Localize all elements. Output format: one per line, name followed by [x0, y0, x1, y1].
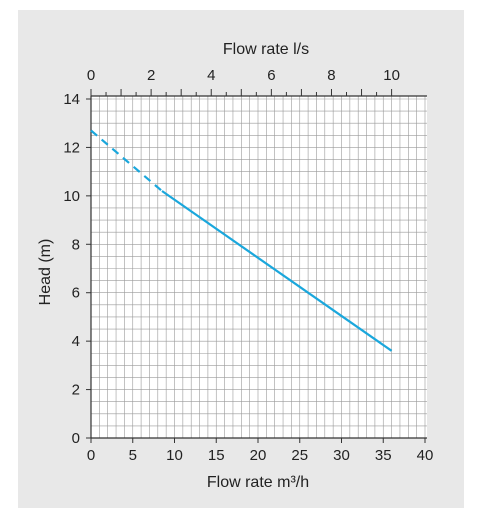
x-tick-label: 40 — [417, 447, 434, 464]
pump-curve-chart: 0 5 10 15 20 25 30 35 40 0 2 4 6 8 10 0 2 4 6 8 10 12 14 Flo… — [37, 41, 434, 491]
top-axis-ticks: 0 2 4 6 8 10 — [87, 67, 400, 96]
x-tick-label: 30 — [333, 447, 350, 464]
y-tick-label: 4 — [72, 333, 80, 350]
x-axis-ticks: 0 5 10 15 20 25 30 35 40 — [87, 438, 434, 464]
x-tick-label: 20 — [250, 447, 267, 464]
top-axis-tick-label: 10 — [383, 67, 400, 84]
plot-frame — [90, 95, 427, 439]
x-tick-label: 0 — [87, 447, 95, 464]
y-tick-label: 10 — [63, 188, 80, 205]
top-axis-tick-label: 2 — [147, 67, 155, 84]
plot-background — [91, 96, 427, 438]
y-axis-label: Head (m) — [37, 239, 54, 306]
top-axis-tick-label: 8 — [327, 67, 335, 84]
top-axis-label: Flow rate l/s — [223, 41, 309, 58]
x-tick-label: 5 — [129, 447, 137, 464]
x-tick-label: 10 — [166, 447, 183, 464]
top-axis-tick-label: 6 — [267, 67, 275, 84]
curve-dashed-segment — [90, 129, 163, 192]
y-tick-label: 0 — [72, 430, 80, 447]
y-tick-label: 6 — [72, 285, 80, 302]
curve-solid-segment — [161, 190, 393, 352]
y-tick-label: 14 — [63, 91, 80, 108]
y-tick-label: 8 — [72, 236, 80, 253]
chart-card: 0 5 10 15 20 25 30 35 40 0 2 4 6 8 10 0 2 4 6 8 10 12 14 Flo… — [18, 10, 464, 508]
top-axis-tick-label: 4 — [207, 67, 215, 84]
top-axis-tick-label: 0 — [87, 67, 95, 84]
head-curve — [90, 129, 393, 352]
x-tick-label: 25 — [291, 447, 308, 464]
y-axis-ticks: 0 2 4 6 8 10 12 14 — [63, 91, 91, 447]
y-tick-label: 12 — [63, 139, 80, 156]
y-tick-label: 2 — [72, 382, 80, 399]
x-axis-label: Flow rate m³/h — [207, 474, 309, 491]
grid-lines — [90, 96, 427, 439]
x-tick-label: 35 — [375, 447, 392, 464]
x-tick-label: 15 — [208, 447, 225, 464]
